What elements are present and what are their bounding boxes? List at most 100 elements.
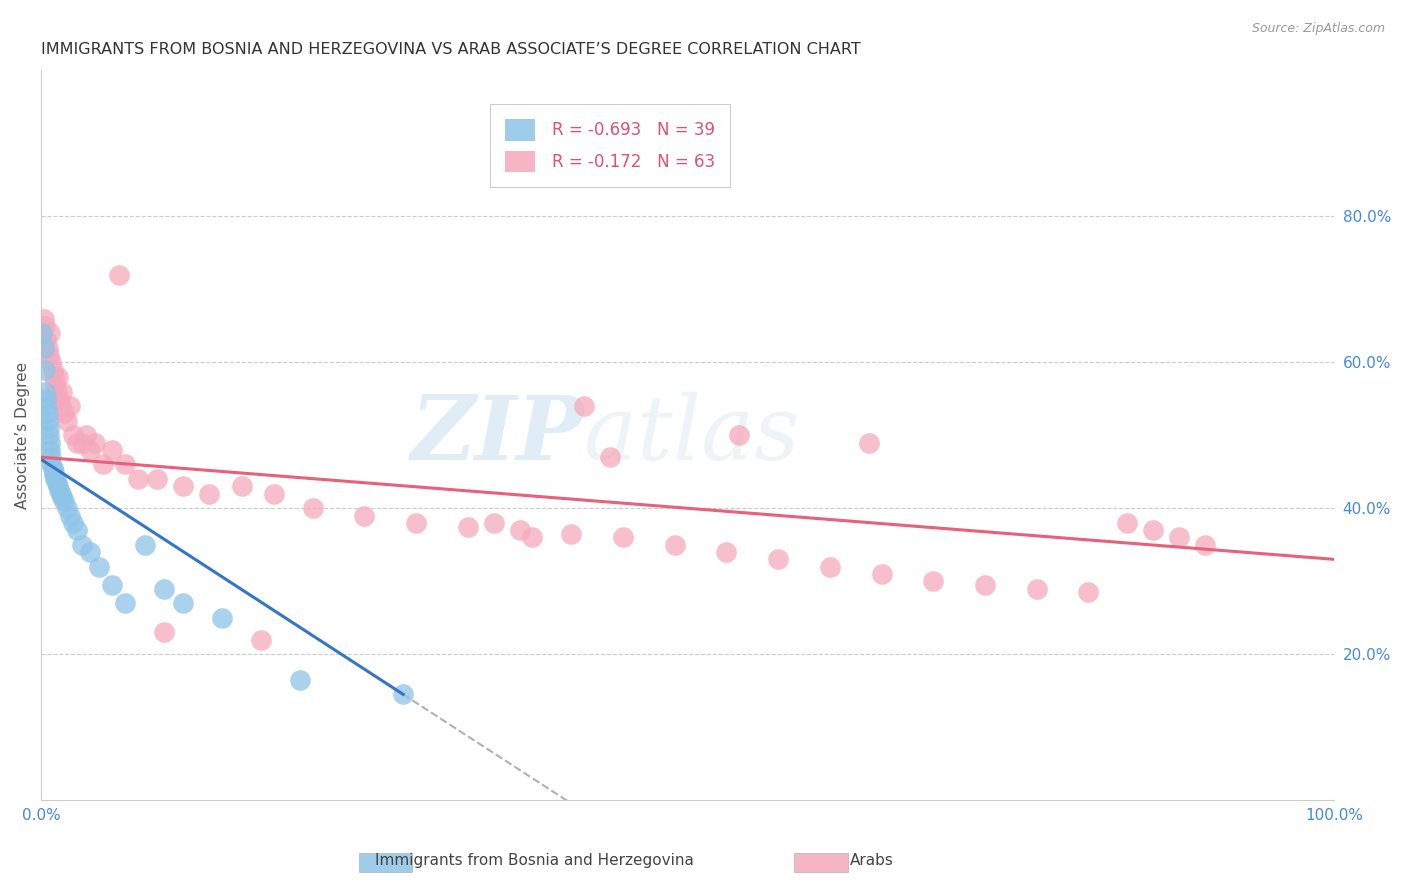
- Point: [56, 501, 79, 516]
- Point: [612, 531, 634, 545]
- Point: [1194, 538, 1216, 552]
- Point: [922, 574, 945, 589]
- Point: [49, 486, 72, 500]
- Point: [1077, 585, 1099, 599]
- Point: [250, 632, 273, 647]
- Point: [79, 442, 101, 457]
- Point: [66, 523, 89, 537]
- Point: [288, 673, 311, 687]
- Point: [49, 399, 72, 413]
- Point: [37, 406, 59, 420]
- Point: [101, 442, 124, 457]
- Point: [1025, 582, 1047, 596]
- Point: [405, 516, 427, 530]
- Point: [211, 611, 233, 625]
- Point: [1168, 531, 1191, 545]
- Point: [263, 486, 285, 500]
- Point: [39, 326, 62, 340]
- Point: [172, 479, 194, 493]
- Text: atlas: atlas: [585, 392, 800, 479]
- Point: [58, 508, 80, 523]
- Point: [522, 531, 544, 545]
- Point: [974, 578, 997, 592]
- Point: [72, 538, 94, 552]
- Point: [198, 486, 221, 500]
- Point: [146, 472, 169, 486]
- Point: [89, 559, 111, 574]
- Point: [101, 578, 124, 592]
- Point: [599, 450, 621, 465]
- Point: [457, 519, 479, 533]
- Point: [1142, 523, 1164, 537]
- Point: [41, 355, 63, 369]
- Y-axis label: Associate’s Degree: Associate’s Degree: [15, 362, 30, 508]
- Point: [574, 399, 596, 413]
- Point: [66, 435, 89, 450]
- Point: [107, 268, 129, 282]
- Point: [75, 428, 97, 442]
- Point: [31, 326, 53, 340]
- Point: [38, 428, 60, 442]
- Point: [114, 596, 136, 610]
- Point: [37, 341, 59, 355]
- Point: [84, 435, 107, 450]
- Point: [38, 348, 60, 362]
- Point: [72, 435, 94, 450]
- Point: [1116, 516, 1139, 530]
- Point: [728, 428, 751, 442]
- Point: [42, 465, 65, 479]
- Text: Immigrants from Bosnia and Herzegovina: Immigrants from Bosnia and Herzegovina: [375, 854, 693, 868]
- Point: [45, 475, 67, 490]
- Point: [127, 472, 149, 486]
- Point: [39, 442, 62, 457]
- Point: [153, 582, 176, 596]
- Point: [858, 435, 880, 450]
- Point: [42, 461, 65, 475]
- Point: [62, 428, 84, 442]
- Point: [39, 435, 62, 450]
- Point: [766, 552, 789, 566]
- Point: [48, 483, 70, 497]
- Point: [153, 625, 176, 640]
- Point: [392, 687, 415, 701]
- Point: [42, 362, 65, 376]
- Point: [34, 362, 56, 376]
- Point: [114, 458, 136, 472]
- Point: [34, 318, 56, 333]
- Point: [51, 491, 73, 505]
- Text: Arabs: Arabs: [849, 854, 894, 868]
- Point: [42, 370, 65, 384]
- Point: [870, 566, 893, 581]
- Point: [48, 392, 70, 406]
- Point: [35, 392, 58, 406]
- Point: [46, 479, 69, 493]
- Point: [62, 516, 84, 530]
- Point: [509, 523, 531, 537]
- Point: [45, 384, 67, 399]
- Point: [818, 559, 841, 574]
- Point: [134, 538, 156, 552]
- Point: [32, 311, 55, 326]
- Point: [35, 399, 58, 413]
- Point: [42, 468, 65, 483]
- Point: [37, 414, 59, 428]
- Point: [38, 421, 60, 435]
- Point: [172, 596, 194, 610]
- Point: [560, 526, 582, 541]
- Point: [79, 545, 101, 559]
- Point: [34, 384, 56, 399]
- Point: [353, 508, 375, 523]
- Point: [53, 494, 76, 508]
- Text: ZIP: ZIP: [411, 392, 585, 478]
- Legend: R = -0.693   N = 39, R = -0.172   N = 63: R = -0.693 N = 39, R = -0.172 N = 63: [491, 104, 730, 187]
- Point: [716, 545, 738, 559]
- Text: Source: ZipAtlas.com: Source: ZipAtlas.com: [1251, 22, 1385, 36]
- Point: [41, 450, 63, 465]
- Point: [56, 414, 79, 428]
- Point: [44, 377, 66, 392]
- Point: [51, 384, 73, 399]
- Point: [32, 341, 55, 355]
- Point: [482, 516, 505, 530]
- Point: [231, 479, 253, 493]
- Point: [31, 341, 53, 355]
